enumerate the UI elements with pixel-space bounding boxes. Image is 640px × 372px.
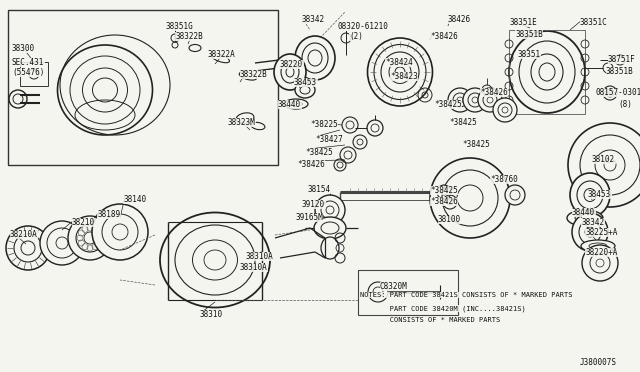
Text: 38322B: 38322B — [240, 70, 268, 79]
Bar — [20, 62, 48, 86]
Text: 38310A: 38310A — [246, 252, 274, 261]
Text: 38342: 38342 — [302, 15, 325, 24]
Circle shape — [448, 88, 472, 112]
Text: 39120: 39120 — [302, 200, 325, 209]
Text: (55476): (55476) — [12, 68, 44, 77]
Text: 38351: 38351 — [517, 50, 540, 59]
Text: 38189: 38189 — [97, 210, 120, 219]
Ellipse shape — [274, 54, 306, 90]
Text: J380007S: J380007S — [580, 358, 617, 367]
Bar — [509, 30, 585, 114]
Text: 38225+A: 38225+A — [585, 228, 618, 237]
Text: C8320M: C8320M — [380, 282, 408, 291]
Text: 38751F: 38751F — [608, 55, 636, 64]
Text: 38140: 38140 — [123, 195, 146, 204]
Ellipse shape — [567, 210, 603, 226]
Circle shape — [6, 226, 50, 270]
Circle shape — [568, 123, 640, 207]
Circle shape — [582, 245, 618, 281]
Text: *38426: *38426 — [297, 160, 324, 169]
Circle shape — [68, 216, 112, 260]
Text: *38427: *38427 — [315, 135, 343, 144]
Text: (2): (2) — [349, 32, 363, 41]
Text: 38453: 38453 — [294, 78, 317, 87]
Text: *38426: *38426 — [480, 88, 508, 97]
Ellipse shape — [295, 82, 315, 98]
Text: 38323M: 38323M — [228, 118, 256, 127]
Circle shape — [493, 98, 517, 122]
Text: 38102: 38102 — [592, 155, 615, 164]
Text: SEC.431: SEC.431 — [12, 58, 44, 67]
Circle shape — [40, 221, 84, 265]
Ellipse shape — [509, 31, 585, 113]
Ellipse shape — [58, 45, 152, 135]
Ellipse shape — [570, 173, 610, 217]
Text: NOTES: PART CODE 38421S CONSISTS OF * MARKED PARTS: NOTES: PART CODE 38421S CONSISTS OF * MA… — [360, 292, 573, 298]
Text: *38426: *38426 — [430, 32, 458, 41]
Ellipse shape — [284, 99, 308, 109]
Text: *38425: *38425 — [449, 118, 477, 127]
Text: CONSISTS OF * MARKED PARTS: CONSISTS OF * MARKED PARTS — [360, 317, 500, 323]
Text: 39165M: 39165M — [295, 213, 323, 222]
Ellipse shape — [581, 240, 615, 252]
Text: 38154: 38154 — [308, 185, 331, 194]
Text: *38425: *38425 — [305, 148, 333, 157]
Circle shape — [92, 204, 148, 260]
Text: 38351B: 38351B — [515, 30, 543, 39]
Circle shape — [478, 88, 502, 112]
Bar — [358, 270, 458, 315]
Text: *38424: *38424 — [385, 58, 413, 67]
Text: PART CODE 38420M (INC....38421S): PART CODE 38420M (INC....38421S) — [360, 305, 525, 311]
Text: *38225: *38225 — [310, 120, 338, 129]
Text: 38100: 38100 — [438, 215, 461, 224]
Text: *38423: *38423 — [390, 72, 418, 81]
Text: *38760: *38760 — [490, 175, 518, 184]
Text: 38342: 38342 — [581, 218, 604, 227]
Text: 38426: 38426 — [448, 15, 471, 24]
Text: 38322A: 38322A — [207, 50, 235, 59]
Circle shape — [463, 88, 487, 112]
Text: 38440: 38440 — [572, 208, 595, 217]
Text: 08320-61210: 08320-61210 — [337, 22, 388, 31]
Text: 38220: 38220 — [280, 60, 303, 69]
Circle shape — [505, 185, 525, 205]
Text: 38351E: 38351E — [510, 18, 538, 27]
Text: 38440: 38440 — [278, 100, 301, 109]
Text: 38322B: 38322B — [175, 32, 203, 41]
Text: 38220+A: 38220+A — [585, 248, 618, 257]
Text: *38425: *38425 — [462, 140, 490, 149]
Text: 38351G: 38351G — [165, 22, 193, 31]
Text: 38300: 38300 — [12, 44, 35, 53]
Text: 38310A: 38310A — [240, 263, 268, 272]
Text: 38310: 38310 — [200, 310, 223, 319]
Ellipse shape — [314, 217, 346, 239]
Text: *38425: *38425 — [434, 100, 461, 109]
Text: 38210: 38210 — [72, 218, 95, 227]
Text: 38210A: 38210A — [10, 230, 38, 239]
Ellipse shape — [367, 38, 433, 106]
Ellipse shape — [315, 195, 345, 225]
Ellipse shape — [572, 213, 608, 251]
Ellipse shape — [160, 212, 270, 308]
Text: *38426: *38426 — [430, 197, 458, 206]
Text: 38351B: 38351B — [606, 67, 634, 76]
Text: 08157-0301E: 08157-0301E — [595, 88, 640, 97]
Text: (8): (8) — [618, 100, 632, 109]
Ellipse shape — [321, 237, 339, 259]
Circle shape — [430, 158, 510, 238]
Text: *38425: *38425 — [430, 186, 458, 195]
Text: 38453: 38453 — [588, 190, 611, 199]
Ellipse shape — [295, 36, 335, 80]
Bar — [8, 10, 278, 165]
Text: 38351C: 38351C — [580, 18, 608, 27]
